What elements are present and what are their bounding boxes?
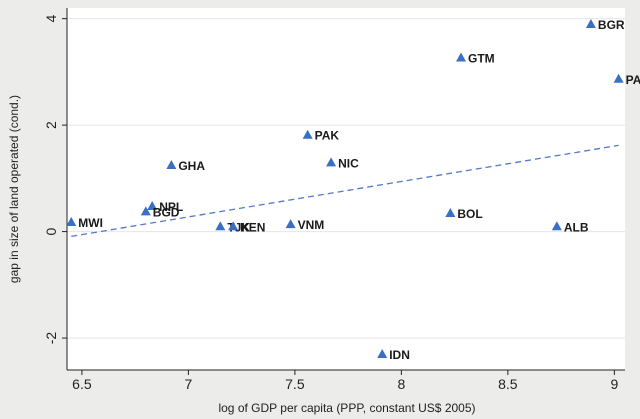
data-point-label: BGR bbox=[598, 18, 625, 32]
data-point-label: VNM bbox=[298, 218, 325, 232]
data-point-marker bbox=[285, 219, 296, 229]
data-point-marker bbox=[228, 221, 239, 231]
data-point-label: GTM bbox=[468, 52, 495, 66]
y-tick-label: 4 bbox=[43, 15, 59, 23]
data-point-marker bbox=[551, 221, 562, 231]
x-tick-label: 7 bbox=[184, 376, 192, 392]
x-tick-label: 9 bbox=[610, 376, 618, 392]
data-point-marker bbox=[215, 221, 226, 231]
data-point-marker bbox=[585, 18, 596, 28]
data-point-marker bbox=[302, 129, 313, 139]
x-tick-label: 7.5 bbox=[285, 376, 305, 392]
data-point-marker bbox=[166, 160, 177, 170]
data-point-label: NIC bbox=[338, 156, 359, 170]
data-point-label: PAK bbox=[315, 129, 340, 143]
tick-layer: -2 0 2 4 6.5 7 7.5 8 8.5 9 bbox=[43, 15, 618, 392]
data-point-marker bbox=[377, 349, 388, 359]
data-point-label: GHA bbox=[178, 159, 205, 173]
data-point-marker bbox=[66, 217, 77, 227]
data-point-marker bbox=[445, 207, 456, 217]
y-axis-title: gap in size of land operated (cond.) bbox=[7, 95, 21, 283]
data-point-label: IDN bbox=[389, 348, 410, 362]
data-point-label: NPL bbox=[159, 200, 183, 214]
fit-layer bbox=[71, 144, 619, 238]
plot-area bbox=[67, 8, 625, 370]
y-tick-label: 0 bbox=[43, 227, 59, 235]
data-point-marker bbox=[147, 201, 158, 211]
data-point-label: PAN bbox=[626, 73, 640, 87]
data-point-label: BOL bbox=[457, 207, 482, 221]
data-point-marker bbox=[326, 157, 337, 167]
x-axis-title: log of GDP per capita (PPP, constant US$… bbox=[218, 401, 475, 415]
x-tick-label: 8 bbox=[397, 376, 405, 392]
fitted-trend-line bbox=[71, 144, 619, 238]
data-point-marker bbox=[456, 52, 467, 62]
x-tick-label: 6.5 bbox=[72, 376, 92, 392]
x-tick-label: 8.5 bbox=[498, 376, 518, 392]
data-point-label: MWI bbox=[78, 216, 103, 230]
grid-layer bbox=[67, 18, 625, 339]
y-tick-label: 2 bbox=[43, 121, 59, 129]
data-point-label: BGD bbox=[153, 205, 180, 219]
y-tick-label: -2 bbox=[43, 332, 59, 345]
data-point-marker bbox=[613, 73, 624, 83]
data-point-label: ALB bbox=[564, 220, 589, 234]
data-point-label: KEN bbox=[240, 220, 265, 234]
data-point-marker bbox=[140, 206, 151, 216]
